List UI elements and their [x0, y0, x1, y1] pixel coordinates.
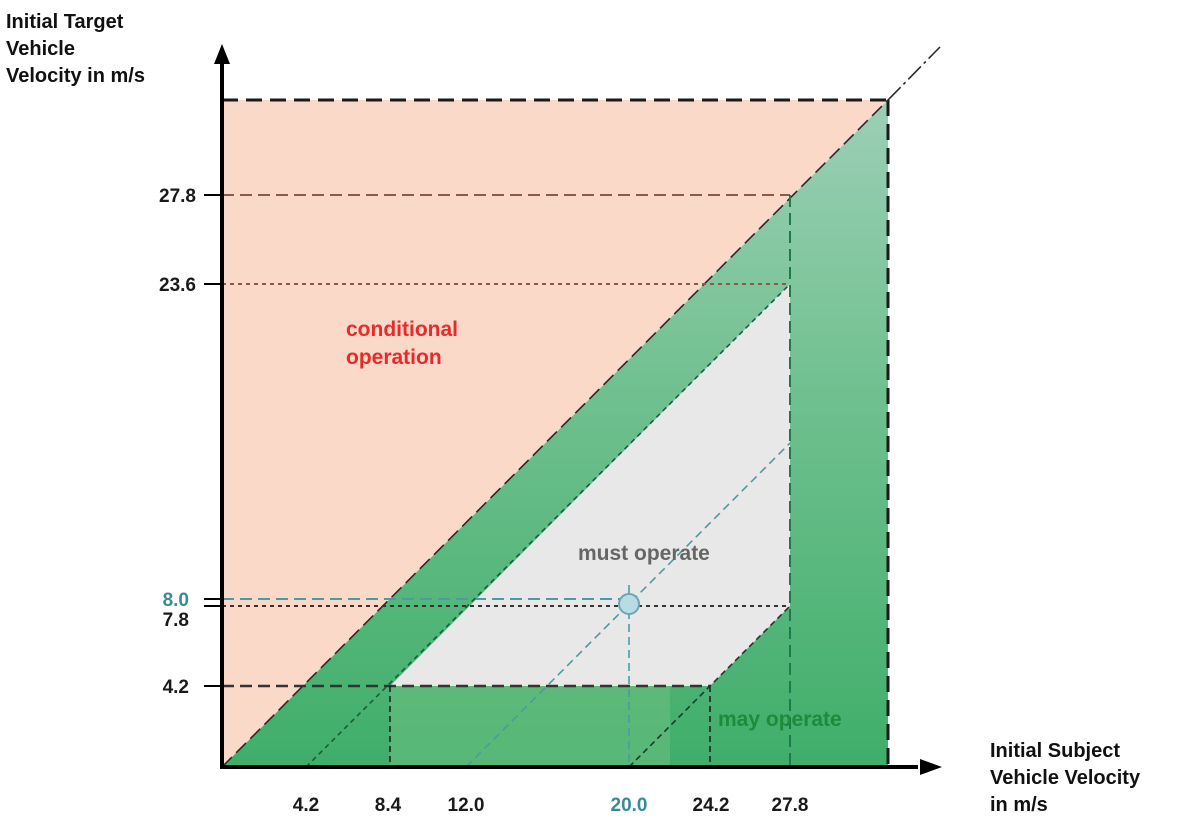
- y-axis-title: Initial Target Vehicle Velocity in m/s: [6, 11, 145, 87]
- axes: [214, 44, 942, 775]
- diagonal-from-12-0: [465, 442, 791, 768]
- y-tick-labels: 27.8 23.6 8.0 7.8 4.2: [159, 186, 196, 698]
- diagonal-extension-line: [887, 46, 941, 101]
- main-diagonal-line: [221, 99, 889, 768]
- y-tick-label: 4.2: [163, 677, 189, 698]
- x-axis-title-line: in m/s: [990, 794, 1048, 816]
- operating-point-marker: [618, 593, 640, 615]
- diagonal-from-20-0: [628, 605, 791, 768]
- x-tick-label: 27.8: [772, 795, 809, 816]
- y-axis-title-line: Velocity in m/s: [6, 65, 145, 87]
- y-tick-label: 23.6: [159, 275, 196, 296]
- x-axis-arrow-icon: [920, 759, 942, 775]
- conditional-operation-label-line: operation: [346, 346, 442, 369]
- must-operate-label: must operate: [578, 542, 710, 565]
- x-tick-label-highlight: 20.0: [611, 795, 648, 816]
- offset-diagonals: [305, 283, 791, 768]
- y-tick-label: 27.8: [159, 186, 196, 207]
- x-tick-labels: 4.2 8.4 12.0 20.0 24.2 27.8: [293, 795, 809, 816]
- may-operate-bright-band: [390, 686, 670, 767]
- y-axis-title-line: Vehicle: [6, 38, 75, 60]
- y-tick-label: 7.8: [163, 610, 189, 631]
- x-tick-label: 24.2: [693, 795, 730, 816]
- x-axis-title: Initial Subject Vehicle Velocity in m/s: [990, 740, 1141, 816]
- diagonal-from-4-2: [305, 283, 791, 768]
- x-axis-title-line: Vehicle Velocity: [990, 767, 1141, 789]
- x-tick-label: 8.4: [375, 795, 402, 816]
- conditional-operation-label: conditional operation: [346, 318, 458, 369]
- y-tick-label-highlight: 8.0: [163, 590, 189, 611]
- x-axis-title-line: Initial Subject: [990, 740, 1120, 762]
- x-tick-label: 12.0: [448, 795, 485, 816]
- vertical-guides: [389, 195, 791, 767]
- x-tick-label: 4.2: [293, 795, 319, 816]
- horizontal-guides: [222, 194, 790, 688]
- y-axis-arrow-icon: [214, 44, 230, 64]
- y-tick-marks: [204, 194, 222, 687]
- conditional-operation-label-line: conditional: [346, 318, 458, 341]
- frame-lines: [222, 98, 890, 767]
- may-operate-label: may operate: [718, 708, 842, 731]
- y-axis-title-line: Initial Target: [6, 11, 124, 33]
